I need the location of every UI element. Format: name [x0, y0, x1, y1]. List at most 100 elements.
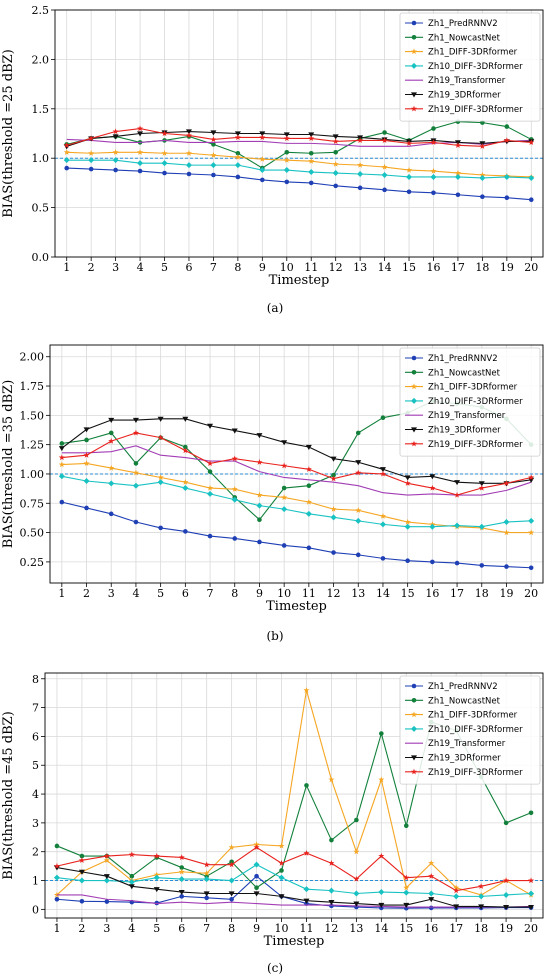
legend-marker: [411, 755, 417, 761]
data-point: [259, 131, 266, 137]
x-tick-label: 19: [500, 261, 514, 274]
data-point: [132, 482, 139, 489]
data-point: [503, 480, 510, 486]
data-point: [381, 163, 388, 170]
data-point: [182, 447, 189, 454]
data-point: [278, 860, 285, 866]
data-point: [380, 415, 386, 420]
x-tick-label: 2: [88, 261, 95, 274]
legend-entry: Zh1_DIFF-3DRformer: [428, 383, 518, 393]
legend-entry: Zh1_PredRNNV2: [428, 19, 498, 29]
data-point: [403, 884, 410, 891]
data-point: [254, 885, 259, 891]
series-line: [56, 894, 532, 908]
y-tick-label: 2.0: [32, 53, 50, 66]
data-point: [59, 441, 65, 446]
data-point: [354, 817, 359, 823]
data-point: [162, 170, 167, 176]
x-tick-label: 7: [203, 922, 210, 935]
data-point: [88, 166, 94, 172]
data-point: [108, 480, 115, 487]
y-tick-label: 0.25: [20, 556, 45, 569]
data-point: [353, 890, 360, 897]
legend-marker: [410, 48, 418, 55]
data-point: [379, 521, 386, 528]
x-tick-label: 1: [53, 922, 60, 935]
data-point: [357, 185, 363, 191]
data-point: [58, 473, 65, 480]
data-point: [528, 877, 535, 884]
series-line: [66, 167, 532, 201]
data-point: [357, 171, 364, 178]
data-point: [405, 166, 413, 173]
x-tick-label: 16: [424, 922, 438, 935]
data-point: [454, 173, 461, 180]
data-point: [430, 559, 435, 565]
legend-marker: [411, 397, 417, 404]
legend-marker: [410, 383, 418, 390]
data-point: [185, 150, 193, 156]
legend-entry: Zh1_PredRNNV2: [428, 354, 498, 364]
x-tick-label: 7: [210, 261, 217, 274]
legend-entry: Zh1_NowcastNet: [428, 33, 501, 43]
data-point: [503, 820, 509, 826]
x-tick-label: 12: [327, 587, 341, 600]
data-point: [157, 474, 164, 481]
x-tick-label: 4: [137, 261, 144, 274]
data-point: [186, 171, 192, 177]
y-tick-label: 6: [32, 730, 39, 743]
y-tick-label: 2.5: [32, 4, 50, 17]
data-point: [132, 469, 139, 476]
data-point: [137, 149, 144, 155]
data-point: [83, 452, 90, 458]
data-point: [210, 136, 217, 143]
data-point: [357, 161, 364, 168]
legend-entry: Zh19_3DRformer: [428, 754, 501, 764]
data-point: [108, 437, 115, 444]
x-tick-label: 8: [231, 587, 238, 600]
data-point: [528, 517, 535, 524]
legend-entry: Zh10_DIFF-3DRformer: [428, 397, 523, 407]
data-point: [332, 160, 339, 167]
data-point: [382, 130, 387, 135]
data-point: [328, 776, 335, 783]
y-tick-label: 4: [32, 788, 39, 801]
legend-entry: Zh1_DIFF-3DRformer: [428, 711, 518, 721]
y-tick-label: 3: [32, 817, 39, 830]
data-point: [454, 560, 460, 566]
x-tick-label: 13: [351, 587, 365, 600]
data-point: [113, 167, 118, 173]
data-point: [355, 469, 362, 476]
data-point: [355, 460, 362, 466]
data-point: [405, 558, 410, 564]
x-tick-label: 16: [426, 261, 440, 274]
x-tick-label: 16: [425, 587, 439, 600]
data-point: [207, 469, 213, 474]
data-point: [103, 874, 110, 880]
data-point: [305, 466, 312, 472]
data-point: [231, 455, 238, 462]
data-point: [78, 857, 85, 863]
data-point: [303, 687, 310, 693]
legend-entry: Zh19_Transformer: [428, 411, 506, 421]
legend-marker: [411, 683, 417, 689]
data-point: [478, 893, 485, 900]
x-tick-label: 10: [280, 261, 294, 274]
x-tick-label: 7: [207, 587, 214, 600]
data-point: [278, 874, 285, 881]
series-line: [56, 867, 532, 908]
data-point: [382, 187, 387, 193]
data-point: [161, 160, 168, 167]
legend-marker: [411, 427, 417, 433]
data-point: [132, 429, 139, 436]
data-point: [455, 192, 461, 198]
data-point: [284, 149, 290, 155]
data-point: [353, 875, 360, 882]
y-tick-label: 0.50: [20, 527, 45, 540]
data-point: [128, 884, 135, 890]
y-tick-label: 1: [32, 875, 39, 888]
data-point: [253, 891, 260, 897]
data-point: [63, 149, 70, 155]
data-point: [53, 865, 60, 871]
data-point: [229, 896, 234, 902]
